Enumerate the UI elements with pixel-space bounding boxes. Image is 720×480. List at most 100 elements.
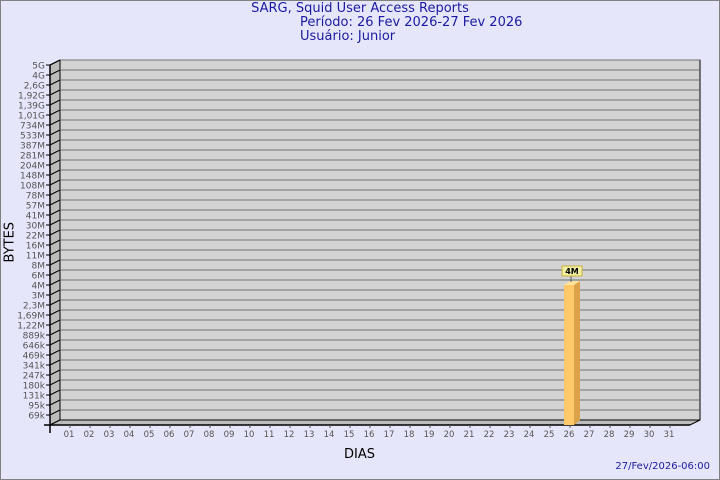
x-tick-label: 11 bbox=[264, 430, 275, 440]
y-tick bbox=[49, 109, 61, 116]
y-tick bbox=[49, 279, 61, 286]
bar-side bbox=[574, 281, 580, 425]
y-tick-label: 148M bbox=[20, 172, 45, 182]
y-tick bbox=[49, 119, 61, 126]
y-tick-label: 646k bbox=[23, 342, 46, 352]
y-tick-label: 341k bbox=[23, 362, 46, 372]
x-tick-label: 05 bbox=[144, 430, 155, 440]
y-tick-label: 2,3M bbox=[23, 302, 45, 312]
y-tick bbox=[49, 309, 61, 316]
y-tick-label: 6M bbox=[32, 272, 46, 282]
y-tick-label: 16M bbox=[26, 242, 45, 252]
y-tick bbox=[49, 229, 61, 236]
y-tick-label: 108M bbox=[20, 182, 45, 192]
chart-period: Período: 26 Fev 2026-27 Fev 2026 bbox=[300, 15, 523, 30]
chart-user: Usuário: Junior bbox=[300, 29, 396, 44]
y-tick bbox=[49, 209, 61, 216]
y-tick bbox=[49, 249, 61, 256]
x-tick-label: 02 bbox=[84, 430, 95, 440]
y-tick-label: 4M bbox=[32, 282, 46, 292]
y-tick-label: 11M bbox=[26, 252, 45, 262]
x-tick-label: 12 bbox=[284, 430, 295, 440]
y-tick-label: 5G bbox=[32, 62, 45, 72]
y-tick-label: 180k bbox=[23, 382, 46, 392]
x-tick-label: 15 bbox=[344, 430, 355, 440]
y-tick bbox=[49, 339, 61, 346]
x-tick-label: 03 bbox=[104, 430, 115, 440]
y-tick bbox=[49, 79, 61, 86]
x-tick-label: 08 bbox=[204, 430, 215, 440]
y-tick-label: 204M bbox=[20, 162, 45, 172]
y-tick-label: 69k bbox=[28, 412, 45, 422]
y-tick-label: 1,01G bbox=[18, 112, 45, 122]
x-tick-label: 31 bbox=[664, 430, 675, 440]
x-tick-label: 16 bbox=[364, 430, 375, 440]
y-tick-label: 57M bbox=[26, 202, 45, 212]
y-tick bbox=[49, 159, 61, 166]
x-tick-label: 25 bbox=[544, 430, 555, 440]
y-tick-label: 734M bbox=[20, 122, 45, 132]
y-tick bbox=[49, 69, 61, 76]
y-tick-label: 469k bbox=[23, 352, 46, 362]
y-tick bbox=[49, 219, 61, 226]
y-tick-label: 3M bbox=[32, 292, 46, 302]
y-tick-label: 1,39G bbox=[18, 102, 45, 112]
x-tick-label: 23 bbox=[504, 430, 515, 440]
y-tick bbox=[49, 359, 61, 366]
x-tick-label: 20 bbox=[444, 430, 455, 440]
y-tick-label: 1,92G bbox=[18, 92, 45, 102]
x-tick-label: 17 bbox=[384, 430, 395, 440]
y-tick bbox=[49, 239, 61, 246]
y-tick-label: 4G bbox=[32, 72, 45, 82]
y-tick-label: 2,6G bbox=[24, 82, 45, 92]
y-tick-label: 533M bbox=[20, 132, 45, 142]
y-tick bbox=[49, 59, 61, 66]
y-tick bbox=[49, 349, 61, 356]
bar-top bbox=[564, 281, 580, 285]
y-tick bbox=[49, 269, 61, 276]
x-tick-label: 22 bbox=[484, 430, 495, 440]
y-tick-label: 30M bbox=[26, 222, 45, 232]
y-tick bbox=[49, 379, 61, 386]
y-tick-label: 387M bbox=[20, 142, 45, 152]
y-tick bbox=[49, 199, 61, 206]
bar-value-label: 4M bbox=[565, 267, 579, 276]
y-tick bbox=[49, 89, 61, 96]
x-tick-label: 28 bbox=[604, 430, 615, 440]
x-tick-label: 04 bbox=[124, 430, 135, 440]
y-tick-label: 1,22M bbox=[17, 322, 45, 332]
timestamp: 27/Fev/2026-06:00 bbox=[615, 461, 710, 472]
y-tick bbox=[49, 329, 61, 336]
y-tick-label: 247k bbox=[23, 372, 46, 382]
y-tick bbox=[49, 99, 61, 106]
x-tick-label: 21 bbox=[464, 430, 475, 440]
x-tick-label: 18 bbox=[404, 430, 415, 440]
y-tick-label: 889k bbox=[23, 332, 46, 342]
y-tick-label: 41M bbox=[26, 212, 45, 222]
y-tick bbox=[49, 319, 61, 326]
y-tick-label: 281M bbox=[20, 152, 45, 162]
y-tick-label: 8M bbox=[32, 262, 46, 272]
x-tick-label: 24 bbox=[524, 430, 535, 440]
y-tick bbox=[49, 149, 61, 156]
y-tick-label: 1,69M bbox=[17, 312, 45, 322]
bar bbox=[564, 285, 574, 425]
bar-label-box bbox=[561, 265, 583, 277]
x-tick-label: 13 bbox=[304, 430, 315, 440]
y-tick bbox=[49, 399, 61, 406]
x-tick-label: 07 bbox=[184, 430, 195, 440]
x-tick-label: 26 bbox=[564, 430, 575, 440]
x-tick-label: 10 bbox=[244, 430, 255, 440]
x-tick-label: 30 bbox=[644, 430, 655, 440]
y-tick-label: 95k bbox=[28, 402, 45, 412]
x-tick-label: 09 bbox=[224, 430, 235, 440]
y-tick-label: 22M bbox=[26, 232, 45, 242]
y-tick bbox=[49, 169, 61, 176]
y-tick bbox=[49, 139, 61, 146]
x-tick-label: 01 bbox=[64, 430, 75, 440]
y-tick bbox=[49, 289, 61, 296]
y-tick-label: 78M bbox=[26, 192, 45, 202]
chart-header: SARG, Squid User Access Reports Período:… bbox=[0, 2, 720, 44]
y-tick bbox=[49, 299, 61, 306]
